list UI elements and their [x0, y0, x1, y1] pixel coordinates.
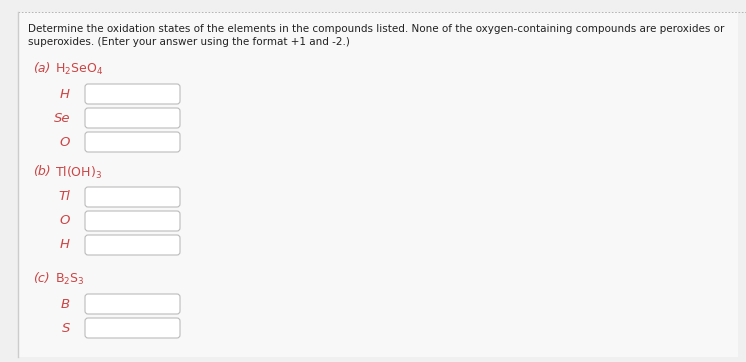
Text: S: S: [62, 321, 70, 334]
FancyBboxPatch shape: [85, 187, 180, 207]
FancyBboxPatch shape: [18, 12, 738, 357]
Text: Tl: Tl: [58, 190, 70, 203]
Text: (c): (c): [33, 272, 50, 285]
Text: B: B: [61, 298, 70, 311]
Text: O: O: [60, 215, 70, 227]
Text: $\mathregular{B_2S_3}$: $\mathregular{B_2S_3}$: [55, 272, 84, 287]
Text: Se: Se: [54, 111, 70, 125]
Text: $\mathregular{Tl(OH)_3}$: $\mathregular{Tl(OH)_3}$: [55, 165, 102, 181]
Text: O: O: [60, 135, 70, 148]
FancyBboxPatch shape: [85, 132, 180, 152]
Text: $\mathregular{H_2SeO_4}$: $\mathregular{H_2SeO_4}$: [55, 62, 103, 77]
Text: Determine the oxidation states of the elements in the compounds listed. None of : Determine the oxidation states of the el…: [28, 24, 724, 34]
Text: H: H: [60, 239, 70, 252]
FancyBboxPatch shape: [85, 84, 180, 104]
Text: (b): (b): [33, 165, 51, 178]
FancyBboxPatch shape: [85, 211, 180, 231]
FancyBboxPatch shape: [85, 235, 180, 255]
FancyBboxPatch shape: [85, 318, 180, 338]
FancyBboxPatch shape: [85, 294, 180, 314]
Text: superoxides. (Enter your answer using the format +1 and -2.): superoxides. (Enter your answer using th…: [28, 37, 350, 47]
Text: H: H: [60, 88, 70, 101]
FancyBboxPatch shape: [85, 108, 180, 128]
Text: (a): (a): [33, 62, 51, 75]
